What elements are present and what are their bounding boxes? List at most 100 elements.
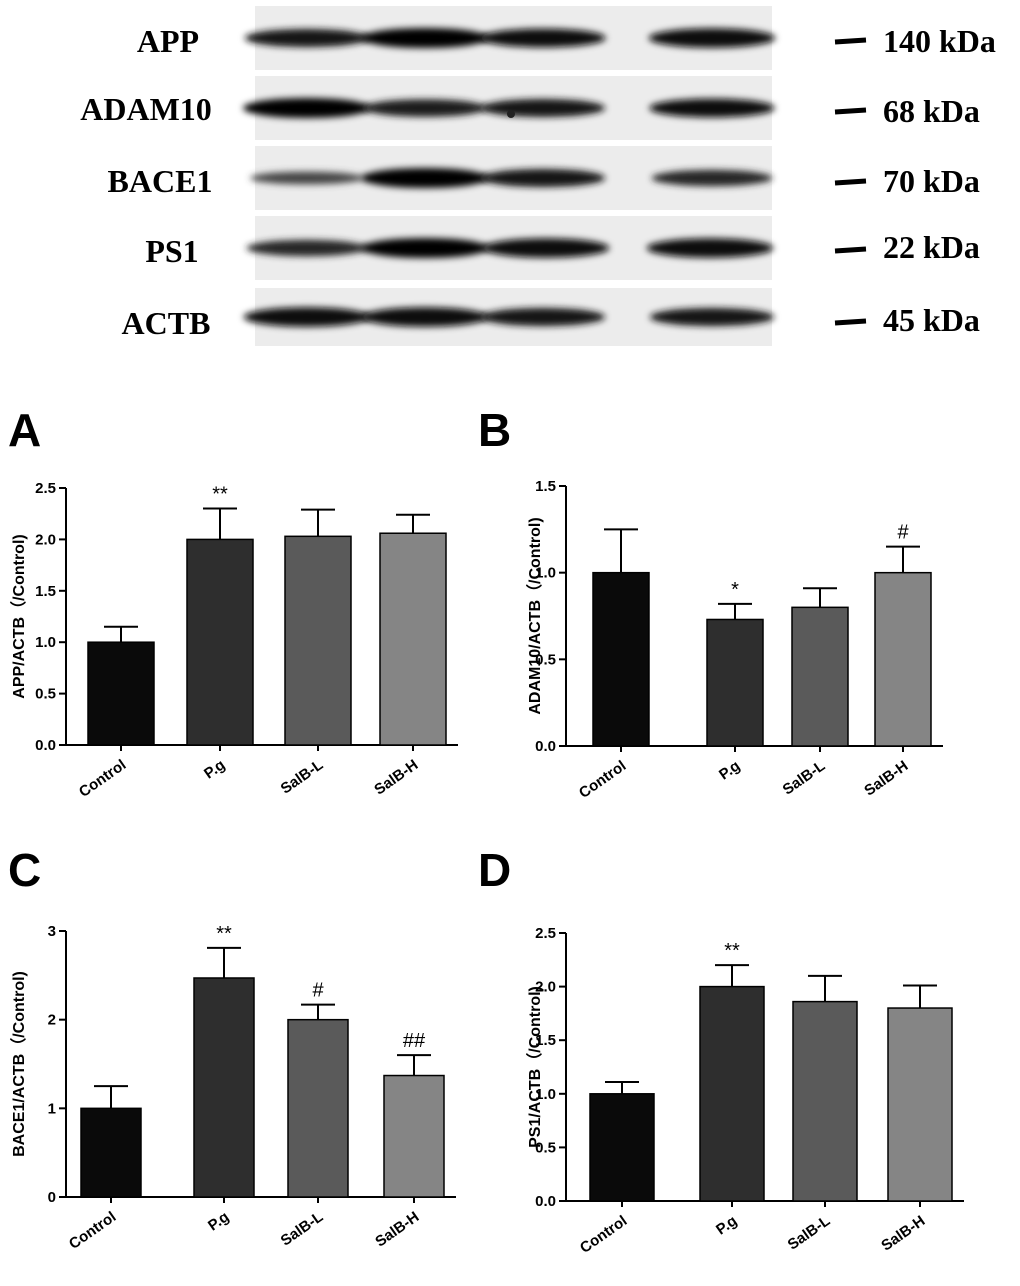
blot-band [480, 168, 606, 188]
bar [87, 641, 155, 746]
panel-letter-c: C [8, 844, 41, 896]
kda-marker-dash [834, 107, 867, 115]
kda-label-ps1: 22 kDa [883, 229, 980, 265]
y-tick-label: 0.5 [535, 651, 556, 668]
bar [592, 571, 650, 747]
panel-letter-a: A [8, 404, 41, 456]
kda-label-bace1: 70 kDa [883, 163, 980, 199]
bar [80, 1107, 142, 1198]
category-label: Control [576, 757, 629, 802]
significance-mark: # [312, 980, 324, 1002]
blot-artifact [507, 110, 515, 118]
category-label: P.g [205, 1208, 232, 1234]
category-label: SalB-H [861, 757, 911, 799]
significance-mark: # [897, 522, 909, 544]
kda-label-actb: 45 kDa [883, 302, 980, 338]
category-label: Control [66, 1208, 119, 1253]
blot-band [361, 168, 489, 188]
blot-band [651, 169, 773, 187]
y-axis-label: APP/ACTB（/Control) [10, 534, 28, 698]
blot-band [480, 98, 606, 118]
blot-bands [243, 28, 776, 327]
significance-mark: ** [216, 923, 232, 945]
bar [383, 1074, 445, 1198]
category-label: SalB-H [372, 1208, 422, 1250]
blot-kda-markers: 140 kDa 68 kDa 70 kDa 22 kDa 45 kDa [834, 23, 996, 338]
blot-band [250, 171, 364, 185]
blot-label-ps1: PS1 [145, 233, 198, 269]
blot-band [361, 28, 489, 48]
bar [284, 535, 352, 746]
bar [193, 977, 255, 1198]
bar [887, 1007, 953, 1202]
y-tick-label: 0.5 [35, 686, 56, 703]
blot-band [246, 239, 368, 257]
category-label: P.g [201, 756, 228, 782]
category-label: SalB-H [371, 756, 421, 798]
chart-panel-a: 0.0 0.5 1.0 1.5 2.0 2.5 APP/ACTB（/Control) Cont… [10, 480, 458, 801]
blot-label-app: APP [137, 23, 199, 59]
category-label: P.g [716, 757, 743, 783]
kda-marker-dash [834, 178, 867, 186]
category-label: Control [577, 1212, 630, 1257]
kda-label-app: 140 kDa [883, 23, 996, 59]
blot-band [243, 307, 371, 327]
blot-band [243, 98, 371, 118]
y-tick-label: 0.0 [535, 738, 556, 755]
blot-band [646, 238, 774, 258]
bar [186, 538, 254, 746]
significance-mark: ** [212, 484, 228, 506]
blot-band [480, 28, 606, 48]
y-tick-label: 2 [48, 1012, 56, 1029]
blot-band [244, 28, 370, 48]
bar [706, 618, 764, 747]
blot-label-actb: ACTB [122, 305, 211, 341]
chart-panel-b: 0.0 0.5 1.0 1.5 ADAM10/ACTB（/Control) Control… [526, 478, 943, 802]
category-label: Control [76, 756, 129, 801]
kda-marker-dash [834, 246, 867, 254]
category-label: SalB-L [278, 756, 327, 797]
category-label: SalB-L [785, 1212, 834, 1253]
bar [874, 571, 932, 747]
kda-marker-dash [834, 37, 867, 45]
blot-band [363, 99, 487, 117]
y-tick-label: 1.5 [535, 478, 556, 495]
blot-label-bace1: BACE1 [108, 163, 213, 199]
blot-band [361, 307, 489, 327]
blot-band [480, 307, 606, 327]
blot-band [482, 238, 610, 258]
kda-marker-dash [834, 318, 867, 326]
western-blot: APP ADAM10 BACE1 PS1 ACTB 140 kDa 68 kDa… [80, 6, 996, 346]
blot-band [648, 28, 776, 48]
bar [792, 1000, 858, 1202]
y-tick-label: 3 [48, 923, 56, 940]
significance-mark: ** [724, 940, 740, 962]
y-tick-label: 0.5 [535, 1139, 556, 1156]
blot-band [649, 98, 775, 118]
panel-letter-b: B [478, 404, 511, 456]
kda-label-adam10: 68 kDa [883, 93, 980, 129]
y-tick-label: 2.0 [35, 531, 56, 548]
y-axis-label: ADAM10/ACTB（/Control) [526, 517, 544, 714]
blot-band [361, 238, 489, 258]
y-tick-label: 1 [48, 1100, 56, 1117]
y-tick-label: 0 [48, 1189, 56, 1206]
y-tick-label: 2.5 [535, 925, 556, 942]
y-tick-label: 1.5 [35, 583, 56, 600]
y-axis-label: PS1/ACTB（/Control) [526, 986, 544, 1148]
y-tick-label: 0.0 [35, 737, 56, 754]
chart-panel-c: 0 1 2 3 BACE1/ACTB（/Control) Control ** P.g # Sal… [10, 923, 456, 1253]
significance-mark: * [731, 579, 739, 601]
chart-panel-d: 0.0 0.5 1.0 1.5 2.0 2.5 PS1/ACTB（/Control) Cont… [526, 925, 964, 1257]
category-label: SalB-L [278, 1208, 327, 1249]
panel-letter-d: D [478, 844, 511, 896]
y-axis-label: BACE1/ACTB（/Control) [10, 971, 28, 1157]
bar [379, 532, 447, 746]
y-tick-label: 2.0 [535, 979, 556, 996]
significance-mark: ## [403, 1030, 426, 1052]
bar [791, 606, 849, 747]
y-tick-label: 2.5 [35, 480, 56, 497]
y-tick-label: 0.0 [535, 1193, 556, 1210]
blot-label-adam10: ADAM10 [80, 91, 212, 127]
blot-band [649, 307, 775, 327]
